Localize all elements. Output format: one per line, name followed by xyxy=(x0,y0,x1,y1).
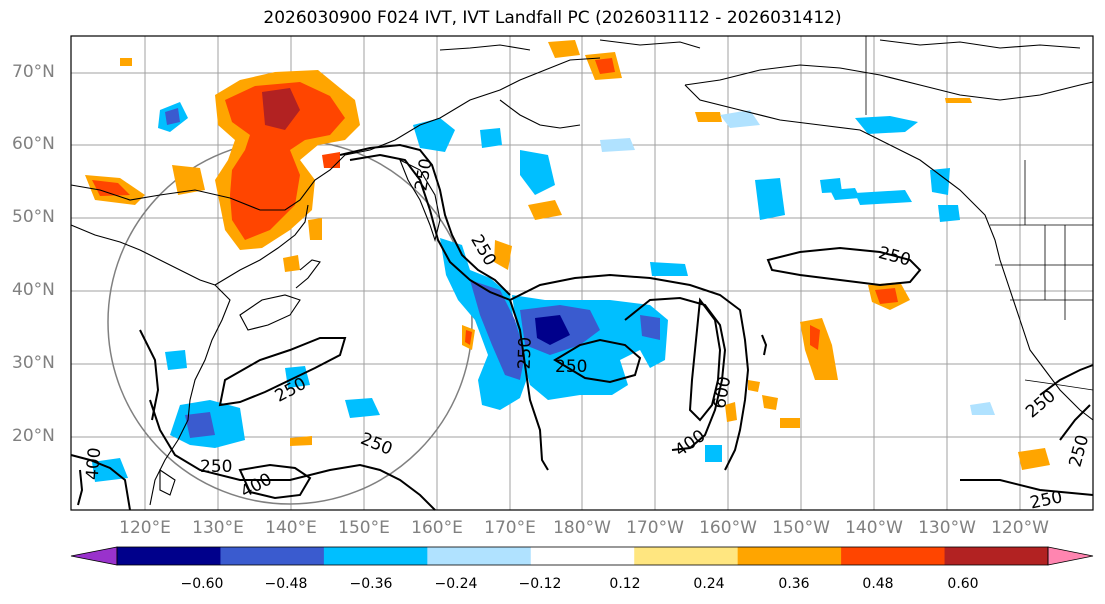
lat-label: 40°N xyxy=(12,280,55,300)
lon-label: 120°W xyxy=(991,518,1049,538)
colorbar-extend-high xyxy=(1047,546,1094,566)
negative-ivt-shading xyxy=(92,102,995,482)
colorbar-segment xyxy=(530,547,635,565)
lat-label: 20°N xyxy=(12,426,55,446)
lon-label: 170°W xyxy=(626,518,684,538)
contour-label: 250 xyxy=(555,357,587,377)
colorbar-tick-label: 0.48 xyxy=(862,576,894,592)
colorbar-tick-label: 0.60 xyxy=(947,576,979,592)
map-title: 2026030900 F024 IVT, IVT Landfall PC (20… xyxy=(263,8,842,28)
colorbar xyxy=(70,546,1094,566)
colorbar-segment xyxy=(634,547,739,565)
political-boundaries xyxy=(865,36,1094,391)
colorbar-segment xyxy=(944,547,1049,565)
lon-label: 130°W xyxy=(918,518,976,538)
colorbar-segment xyxy=(427,547,532,565)
lon-label: 150°E xyxy=(338,518,390,538)
lon-label: 140°E xyxy=(265,518,317,538)
colorbar-tick-label: −0.48 xyxy=(264,576,308,592)
contour-label: 250 xyxy=(200,457,232,477)
colorbar-segment xyxy=(841,547,946,565)
lon-label: 170°E xyxy=(484,518,536,538)
colorbar-segment xyxy=(220,547,325,565)
map-frame xyxy=(70,35,1094,511)
ivt-contours xyxy=(70,143,1094,511)
lon-label: 140°W xyxy=(845,518,903,538)
contour-label: 400 xyxy=(83,447,106,481)
lon-label: 180°W xyxy=(553,518,611,538)
lat-label: 30°N xyxy=(12,353,55,373)
colorbar-frame xyxy=(116,546,1049,566)
lon-label: 130°E xyxy=(192,518,244,538)
colorbar-segment xyxy=(117,547,221,565)
lat-label: 70°N xyxy=(12,62,55,82)
lon-label: 120°E xyxy=(119,518,171,538)
colorbar-tick-label: −0.36 xyxy=(349,576,393,592)
colorbar-tick-label: 0.12 xyxy=(609,576,641,592)
lon-label: 160°E xyxy=(411,518,463,538)
positive-ivt-shading xyxy=(85,40,1050,470)
colorbar-segment xyxy=(323,547,428,565)
colorbar-tick-label: −0.60 xyxy=(180,576,224,592)
coastlines xyxy=(70,39,1094,506)
contour-label: 250 xyxy=(515,337,536,370)
colorbar-extend-low xyxy=(70,546,118,566)
colorbar-tick-label: 0.36 xyxy=(778,576,810,592)
lat-label: 50°N xyxy=(12,207,55,227)
colorbar-tick-label: 0.24 xyxy=(693,576,725,592)
colorbar-tick-label: −0.12 xyxy=(518,576,562,592)
colorbar-tick-label: −0.24 xyxy=(434,576,478,592)
lon-label: 150°W xyxy=(772,518,830,538)
colorbar-segment xyxy=(737,547,842,565)
lat-label: 60°N xyxy=(12,134,55,154)
lon-label: 160°W xyxy=(699,518,757,538)
